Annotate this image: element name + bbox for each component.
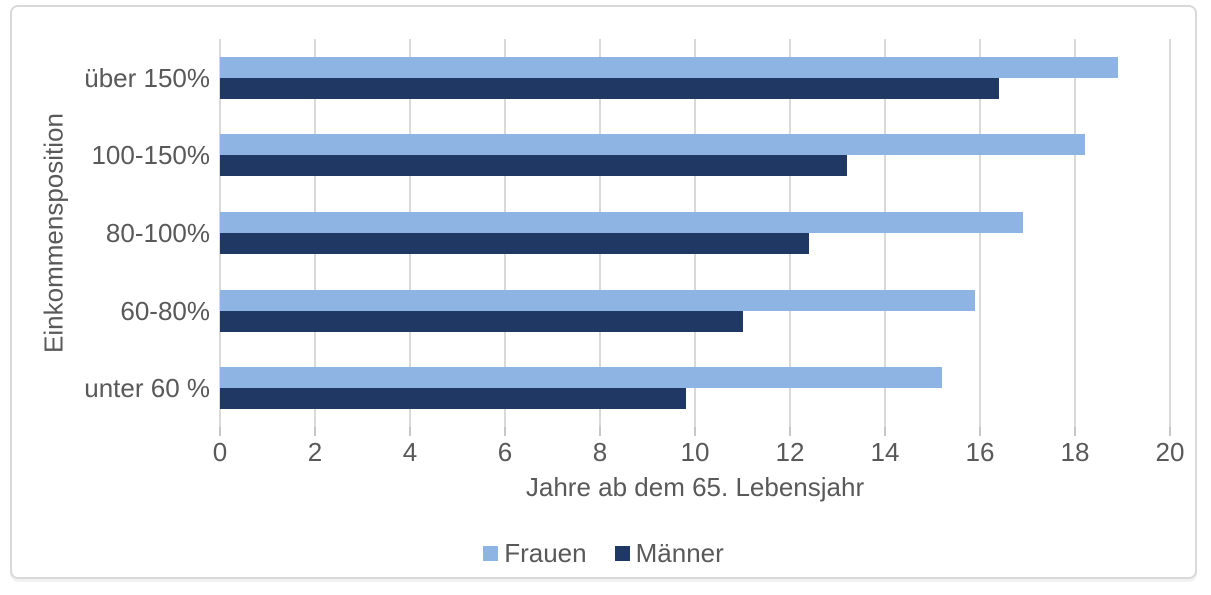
tick-mark-x-0 (219, 427, 221, 436)
x-tick-label-20: 20 (1155, 437, 1185, 467)
bar-männer-5 (220, 388, 686, 409)
legend-label-frauen: Frauen (504, 538, 587, 568)
bar-frauen-2 (220, 134, 1085, 155)
legend-swatch-männer (614, 545, 630, 561)
tick-mark-x-18 (1074, 427, 1076, 436)
category-label-4: 60-80% (120, 296, 210, 326)
bar-männer-1 (220, 78, 999, 99)
gridline-x-20 (1169, 39, 1171, 427)
tick-mark-x-16 (979, 427, 981, 436)
tick-mark-x-6 (504, 427, 506, 436)
plot-area (219, 39, 1171, 436)
chart-frame: über 150% 100-150% 80-100% 60-80% unter 60 %… (10, 5, 1197, 579)
bar-frauen-5 (220, 367, 942, 388)
tick-mark-x-20 (1169, 427, 1171, 436)
bar-männer-4 (220, 311, 743, 332)
tick-mark-x-14 (884, 427, 886, 436)
x-tick-label-16: 16 (965, 437, 995, 467)
tick-mark-x-10 (694, 427, 696, 436)
category-label-5: unter 60 % (84, 373, 210, 403)
chart-legend: Frauen Männer (12, 538, 1195, 568)
gridline-x-16 (979, 39, 981, 427)
x-tick-label-14: 14 (870, 437, 900, 467)
category-label-2: 100-150% (91, 140, 210, 170)
x-tick-label-8: 8 (592, 437, 608, 467)
gridline-x-18 (1074, 39, 1076, 427)
x-axis-title: Jahre ab dem 65. Lebensjahr (525, 472, 865, 502)
category-label-3: 80-100% (105, 218, 210, 248)
y-axis-title: Einkommensposition (38, 113, 69, 353)
gridline-x-14 (884, 39, 886, 427)
legend-item-männer: Männer (614, 538, 724, 568)
tick-mark-x-8 (599, 427, 601, 436)
bar-männer-2 (220, 155, 847, 176)
bar-männer-3 (220, 233, 809, 254)
x-tick-label-18: 18 (1060, 437, 1090, 467)
bar-frauen-4 (220, 290, 975, 311)
legend-swatch-frauen (483, 545, 499, 561)
x-tick-label-6: 6 (497, 437, 513, 467)
bar-frauen-1 (220, 57, 1118, 78)
tick-mark-x-4 (409, 427, 411, 436)
legend-label-männer: Männer (635, 538, 724, 568)
bar-frauen-3 (220, 212, 1023, 233)
legend-item-frauen: Frauen (483, 538, 587, 568)
x-tick-label-2: 2 (307, 437, 323, 467)
tick-mark-x-2 (314, 427, 316, 436)
x-tick-label-10: 10 (680, 437, 710, 467)
x-tick-label-4: 4 (402, 437, 418, 467)
tick-mark-x-12 (789, 427, 791, 436)
x-tick-label-12: 12 (775, 437, 805, 467)
category-label-1: über 150% (84, 63, 210, 93)
x-tick-label-0: 0 (212, 437, 228, 467)
